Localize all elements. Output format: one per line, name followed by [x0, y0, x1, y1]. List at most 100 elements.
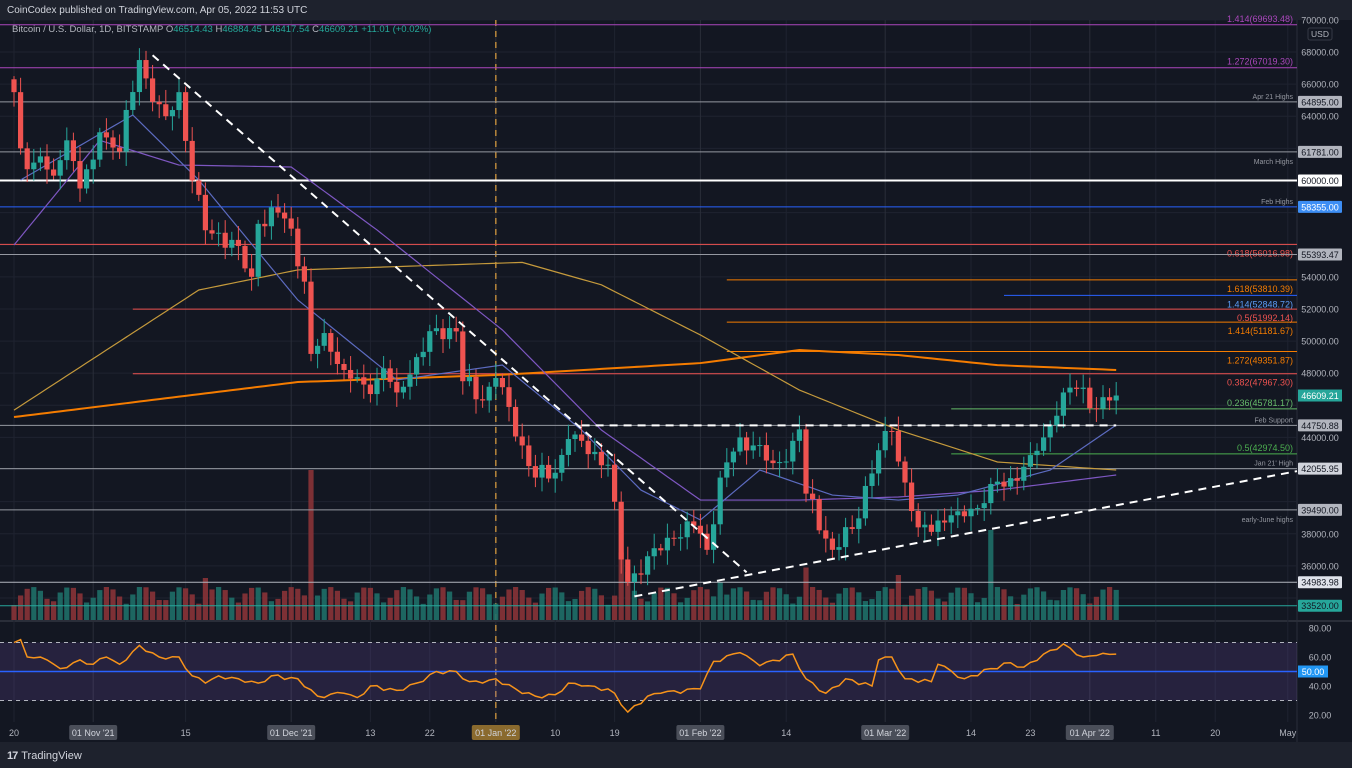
volume-bar	[658, 587, 664, 620]
volume-bar	[341, 598, 347, 620]
volume-bar	[1034, 587, 1040, 620]
candle	[770, 460, 776, 464]
candle	[453, 328, 459, 332]
candle	[480, 399, 486, 401]
volume-bar	[909, 595, 915, 620]
price-pane	[0, 20, 1297, 620]
candle	[486, 386, 492, 401]
volume-bar	[975, 602, 981, 620]
volume-bar	[414, 596, 420, 620]
candle	[724, 462, 730, 478]
candle	[1001, 481, 1007, 487]
last-price-value: 46609.21	[1301, 391, 1339, 401]
candle	[664, 537, 670, 551]
candle	[367, 384, 373, 395]
candle	[1047, 425, 1053, 438]
candle	[466, 376, 472, 382]
candle	[130, 92, 136, 110]
candle	[994, 481, 1000, 484]
level-label: 0.5(51992.14)	[1237, 313, 1293, 323]
volume-bar	[117, 596, 123, 620]
price-tick: 50000.00	[1301, 337, 1339, 347]
tradingview-brand[interactable]: 17 TradingView	[7, 750, 82, 762]
volume-bar	[810, 587, 816, 620]
candle	[598, 451, 604, 466]
candle	[843, 527, 849, 548]
volume-bar	[539, 593, 545, 620]
volume-bar	[18, 595, 24, 620]
candle	[77, 161, 83, 189]
volume-bar	[625, 572, 631, 620]
level-label: 1.272(67019.30)	[1227, 57, 1293, 67]
time-tick: 01 Apr '22	[1070, 728, 1110, 738]
volume-bar	[645, 601, 651, 620]
candle	[70, 140, 76, 162]
volume-bar	[196, 603, 202, 620]
price-tick: 66000.00	[1301, 80, 1339, 90]
volume-bar	[691, 590, 697, 620]
volume-bar	[136, 587, 142, 620]
level-axis-value: 64895.00	[1301, 97, 1339, 107]
moving-average-ma100	[13, 261, 1117, 471]
level-label: 1.414(51181.67)	[1228, 326, 1293, 336]
volume-bar	[697, 587, 703, 620]
level-label: 1.272(49351.87)	[1227, 355, 1293, 365]
level-label: 0.618(56016.98)	[1227, 248, 1293, 258]
legend-part: 46884.45	[222, 24, 264, 35]
volume-bar	[295, 588, 301, 620]
volume-bar	[750, 599, 756, 620]
volume-bar	[216, 587, 222, 620]
candle	[473, 376, 479, 400]
candle	[348, 369, 354, 379]
level-label: 1.414(52848.72)	[1227, 299, 1293, 309]
time-tick: 01 Feb '22	[679, 728, 721, 738]
volume-bar	[585, 587, 591, 620]
price-tick: 48000.00	[1301, 369, 1339, 379]
candle	[229, 239, 235, 248]
volume-bar	[757, 600, 763, 620]
candle	[691, 521, 697, 526]
volume-bar	[354, 592, 360, 620]
candle	[532, 466, 538, 478]
volume-bar	[308, 470, 314, 620]
volume-bar	[367, 587, 373, 620]
candle	[810, 493, 816, 500]
candle	[156, 101, 162, 105]
time-tick: 14	[966, 728, 976, 738]
volume-bar	[183, 588, 189, 620]
volume-bar	[84, 602, 90, 620]
candle	[1107, 397, 1113, 401]
volume-bar	[268, 601, 274, 620]
candle	[407, 374, 413, 387]
candle	[103, 132, 109, 138]
legend-part: O	[166, 24, 173, 35]
volume-bar	[51, 601, 57, 620]
rsi-tick: 40.00	[1309, 682, 1332, 692]
volume-bar	[816, 589, 822, 620]
candle	[902, 461, 908, 483]
level-label: 0.5(42974.50)	[1237, 443, 1293, 453]
candle	[255, 223, 261, 277]
volume-bar	[942, 601, 948, 620]
candle	[605, 464, 611, 466]
volume-bar	[460, 600, 466, 620]
candle	[123, 109, 129, 152]
candle	[631, 573, 637, 582]
candle	[948, 515, 954, 523]
candle	[981, 503, 987, 509]
price-tick: 70000.00	[1301, 15, 1339, 25]
candle	[334, 351, 340, 364]
time-axis	[0, 722, 1352, 742]
candle	[196, 180, 202, 195]
time-tick: 01 Nov '21	[72, 728, 115, 738]
price-tick: 54000.00	[1301, 272, 1339, 282]
volume-bar	[400, 587, 406, 620]
legend-part: +11.01 (+0.02%)	[361, 24, 431, 35]
level-axis-tag	[1298, 145, 1342, 158]
volume-bar	[176, 587, 182, 620]
volume-bar	[730, 588, 736, 620]
candle	[1113, 395, 1119, 401]
candle	[579, 434, 585, 441]
level-label: early-June highs	[1242, 517, 1294, 524]
